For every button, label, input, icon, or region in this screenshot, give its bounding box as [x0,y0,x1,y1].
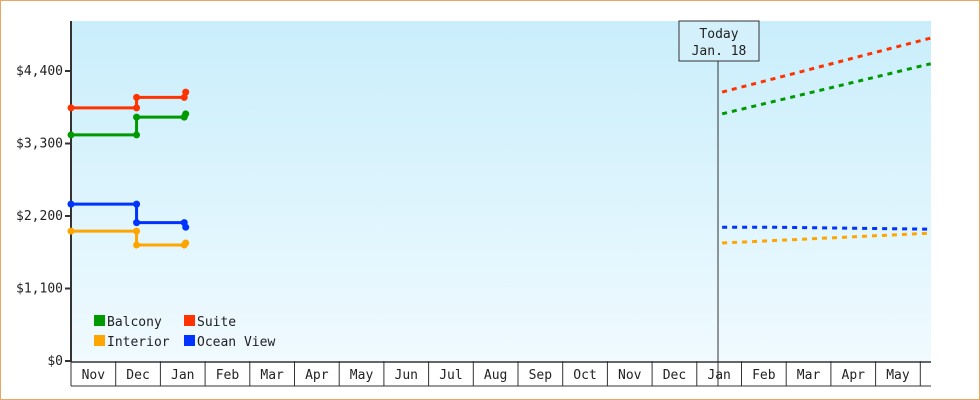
x-tick-label: Sep [529,368,553,383]
y-axis: $0 $1,100 $2,200 $3,300 $4,400 [16,21,72,369]
legend-label-suite: Suite [197,315,236,330]
legend-swatch-ocean-view [184,335,195,346]
x-tick-label: Nov [82,368,106,383]
y-tick-label: $0 [47,354,63,369]
x-tick-label: Aug [484,368,507,383]
x-tick-label: Jul [439,368,462,383]
data-point-suite [133,104,141,112]
data-point-balcony [67,131,75,139]
x-tick-label: Mar [797,368,821,383]
today-label: Today [699,27,738,42]
x-tick-label: Apr [305,368,329,383]
forecast-line-ocean-view [722,225,931,231]
x-tick-label: Feb [752,368,776,383]
x-tick-label: Mar [260,368,284,383]
legend-label-ocean-view: Ocean View [197,335,275,350]
x-tick-label: Feb [216,368,240,383]
legend-swatch-suite [184,315,195,326]
x-tick-label: May [350,368,374,383]
data-point-interior [133,227,141,235]
x-tick-label: Jan [707,368,730,383]
x-tick-label: Dec [663,368,686,383]
x-tick-label: Jun [395,368,418,383]
legend-label-balcony: Balcony [107,315,162,330]
y-tick-label: $1,100 [16,282,63,297]
data-point-ocean-view [182,223,190,231]
data-point-balcony [133,113,141,121]
data-point-balcony [182,110,190,118]
x-tick-label: Apr [842,368,866,383]
data-point-suite [180,93,188,101]
data-point-interior [67,227,75,235]
x-tick-label: Dec [126,368,149,383]
data-point-ocean-view [133,219,141,227]
y-tick-label: $4,400 [16,64,63,79]
legend-swatch-interior [94,335,105,346]
y-tick-label: $2,200 [16,209,63,224]
legend: Balcony Suite Interior Ocean View [94,315,275,350]
today-date: Jan. 18 [692,44,747,59]
data-point-suite [133,93,141,101]
legend-label-interior: Interior [107,335,170,350]
data-point-interior [133,241,141,249]
x-tick-label: Oct [573,368,596,383]
series-group [67,36,932,249]
x-tick-label: Nov [618,368,642,383]
data-point-ocean-view [133,200,141,208]
legend-swatch-balcony [94,315,105,326]
x-tick-label: May [886,368,910,383]
x-axis: Nov Dec Jan Feb Mar Apr May Jun Jul Aug Sep Oct Nov D… [70,361,931,387]
data-point-suite [67,104,75,112]
data-point-interior [182,239,190,247]
data-point-balcony [133,131,141,139]
x-tick-label: Jan [171,368,194,383]
data-point-ocean-view [67,200,75,208]
today-box [678,20,760,62]
y-tick-label: $3,300 [16,137,63,152]
forecast-line-interior [722,231,931,245]
today-marker: Today Jan. 18 [678,20,760,386]
data-point-suite [182,88,190,96]
plot-area [71,21,931,361]
